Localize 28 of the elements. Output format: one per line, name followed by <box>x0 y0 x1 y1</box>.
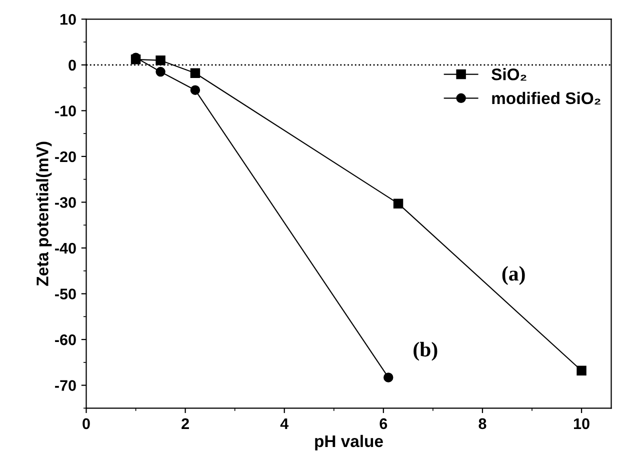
y-tick-label: -40 <box>55 242 76 254</box>
y-tick-label: -70 <box>55 380 76 391</box>
legend-label: SiO₂ <box>492 68 526 81</box>
y-tick-label: -60 <box>55 334 76 346</box>
point <box>156 55 166 66</box>
y-axis-title: Zeta potential(mV) <box>36 142 52 286</box>
x-tick-label: 0 <box>82 418 90 430</box>
y-tick-label: -20 <box>55 151 76 162</box>
x-tick-label: 6 <box>380 418 388 430</box>
point <box>393 198 404 208</box>
point <box>576 366 586 376</box>
y-tick-label: 0 <box>68 60 76 71</box>
annotation: (b) <box>414 342 438 361</box>
x-tick-label: 10 <box>574 418 590 430</box>
x-tick-label: 8 <box>478 418 486 430</box>
point <box>190 85 200 95</box>
y-tick-label: -10 <box>55 106 76 116</box>
legend-label: modified SiO₂ <box>492 92 600 105</box>
point <box>190 68 200 78</box>
y-tick-label: -30 <box>55 197 76 208</box>
x-tick-label: 2 <box>182 418 189 429</box>
y-tick-label: -50 <box>55 288 76 300</box>
x-axis-title: pH value <box>315 434 383 450</box>
y-tick-label: 10 <box>60 14 76 25</box>
point <box>156 66 166 77</box>
point <box>384 372 394 382</box>
x-tick-label: 4 <box>280 418 289 429</box>
annotation: (a) <box>502 266 525 285</box>
